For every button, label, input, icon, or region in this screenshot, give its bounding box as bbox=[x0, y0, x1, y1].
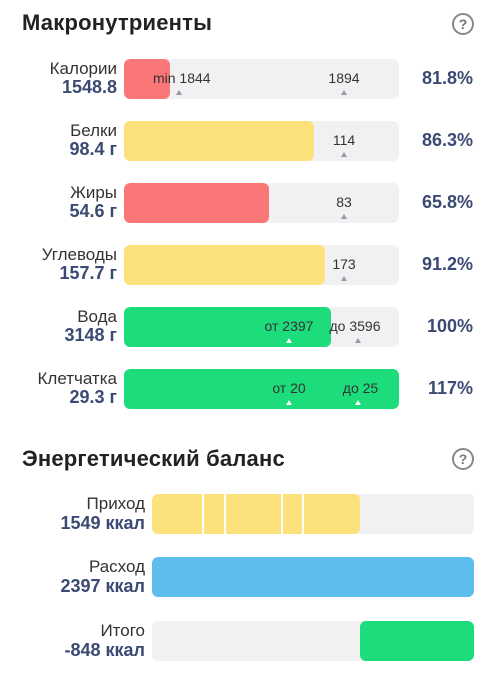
macro-label: Вода bbox=[77, 307, 117, 326]
energy-segment-divider bbox=[201, 494, 204, 534]
macro-target-tick-icon bbox=[341, 276, 347, 281]
macro-value: 54.6 г bbox=[69, 201, 117, 221]
macro-label: Белки bbox=[70, 121, 117, 140]
macro-progress-track: от 2397 до 3596 bbox=[124, 307, 399, 347]
macro-progress-fill bbox=[124, 121, 314, 161]
macro-target-label: от 20 bbox=[272, 380, 306, 396]
macro-progress-track: min 1844 1894 bbox=[124, 59, 399, 99]
macro-value: 29.3 г bbox=[69, 387, 117, 407]
macro-percent: 86.3% bbox=[421, 130, 473, 150]
macro-progress-fill bbox=[124, 245, 325, 285]
macro-target-tick-icon bbox=[286, 400, 292, 405]
macro-row[interactable]: Калории 1548.8 min 1844 1894 81.8% bbox=[0, 57, 495, 101]
macro-target-tick-icon bbox=[354, 400, 361, 405]
macro-percent: 100% bbox=[426, 316, 473, 336]
macro-percent: 65.8% bbox=[421, 192, 473, 212]
energy-progress-fill bbox=[152, 494, 360, 534]
energy-row[interactable]: Итого -848 ккал bbox=[0, 619, 495, 663]
macro-progress-fill bbox=[124, 307, 332, 347]
macro-target-label: min 1844 bbox=[152, 70, 211, 86]
macro-row[interactable]: Вода 3148 г от 2397 до 3596 100% bbox=[0, 305, 495, 349]
macronutrients-help-icon[interactable]: ? bbox=[452, 13, 474, 35]
energy-value: 2397 ккал bbox=[60, 576, 145, 596]
macro-percent: 91.2% bbox=[421, 254, 473, 274]
energy-value: -848 ккал bbox=[64, 640, 146, 660]
macro-progress-track: 173 bbox=[124, 245, 399, 285]
energy-label: Приход bbox=[86, 494, 145, 513]
energy-progress-track bbox=[152, 621, 474, 661]
energy-progress-fill bbox=[152, 557, 474, 597]
energy-progress-fill bbox=[359, 621, 474, 661]
macro-target-label: 114 bbox=[332, 132, 356, 148]
macro-target-tick-icon bbox=[341, 152, 347, 157]
macro-target-tick-icon bbox=[341, 214, 347, 219]
energy-label: Расход bbox=[88, 557, 145, 576]
macro-target-tick-icon bbox=[354, 338, 361, 343]
macro-value: 3148 г bbox=[64, 325, 117, 345]
macro-progress-fill bbox=[124, 183, 269, 223]
macro-percent: 81.8% bbox=[421, 68, 473, 88]
macro-target-label: 83 bbox=[336, 194, 352, 210]
macro-progress-track: от 20 до 25 bbox=[124, 369, 399, 409]
macro-label: Углеводы bbox=[41, 245, 117, 264]
macro-percent: 117% bbox=[427, 378, 473, 398]
energy-row[interactable]: Расход 2397 ккал bbox=[0, 555, 495, 599]
energy-progress-track bbox=[152, 557, 474, 597]
macro-target-label: до 3596 bbox=[329, 318, 381, 334]
macronutrients-title: Макронутриенты bbox=[22, 10, 213, 35]
energy-row[interactable]: Приход 1549 ккал bbox=[0, 492, 495, 536]
macro-progress-track: 83 bbox=[124, 183, 399, 223]
macro-progress-track: 114 bbox=[124, 121, 399, 161]
macro-row[interactable]: Белки 98.4 г 114 86.3% bbox=[0, 119, 495, 163]
energy-value: 1549 ккал bbox=[60, 513, 145, 533]
macro-target-tick-icon bbox=[341, 90, 347, 95]
energy-balance-title: Энергетический баланс bbox=[22, 446, 285, 471]
macro-row[interactable]: Углеводы 157.7 г 173 91.2% bbox=[0, 243, 495, 287]
macro-progress-fill bbox=[124, 369, 399, 409]
macro-row[interactable]: Жиры 54.6 г 83 65.8% bbox=[0, 181, 495, 225]
energy-progress-track bbox=[152, 494, 474, 534]
energy-balance-help-icon[interactable]: ? bbox=[452, 448, 474, 470]
macro-target-label: до 25 bbox=[342, 380, 379, 396]
macro-value: 157.7 г bbox=[59, 263, 117, 283]
energy-segment-divider bbox=[301, 494, 304, 534]
macro-label: Жиры bbox=[70, 183, 117, 202]
macro-target-tick-icon bbox=[286, 338, 292, 343]
macro-value: 1548.8 bbox=[61, 77, 117, 97]
energy-segment-divider bbox=[280, 494, 283, 534]
macro-label: Клетчатка bbox=[37, 369, 118, 388]
energy-segment-divider bbox=[224, 494, 227, 534]
macro-progress-fill bbox=[124, 59, 171, 99]
macro-label: Калории bbox=[49, 59, 117, 78]
macro-target-label: 173 bbox=[332, 256, 356, 272]
macro-value: 98.4 г bbox=[69, 139, 117, 159]
macro-target-label: 1894 bbox=[328, 70, 360, 86]
energy-label: Итого bbox=[100, 621, 145, 640]
macro-target-tick-icon bbox=[176, 90, 182, 95]
macro-target-label: от 2397 bbox=[264, 318, 314, 334]
macro-row[interactable]: Клетчатка 29.3 г от 20 до 25 117% bbox=[0, 367, 495, 411]
